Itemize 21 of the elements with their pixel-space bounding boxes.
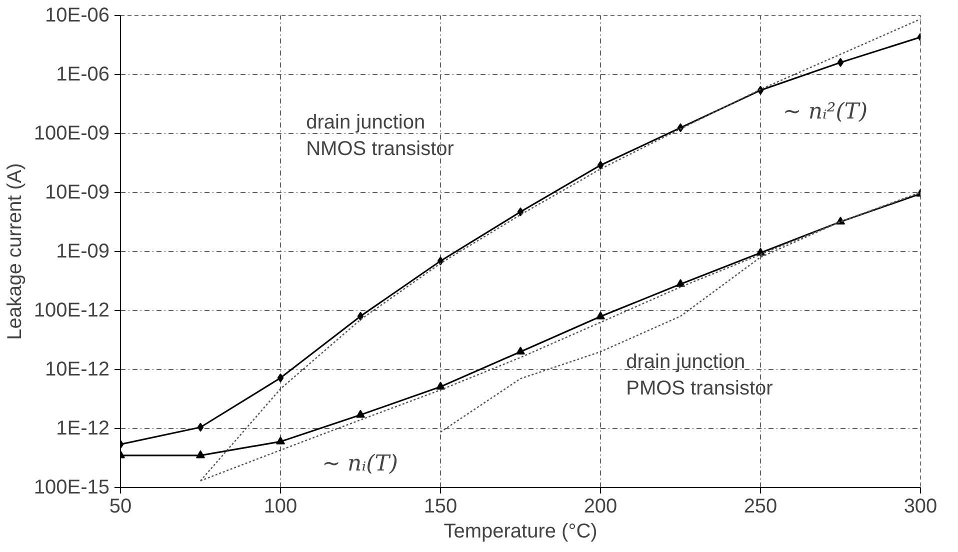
annotation: ~ nᵢ(T) — [322, 451, 398, 476]
y-tick-label: 100E-15 — [34, 476, 110, 498]
y-tick-label: 10E-09 — [45, 182, 110, 204]
y-tick-label: 1E-09 — [56, 240, 110, 262]
annotation: drain junction NMOS transistor — [306, 112, 454, 160]
y-tick-label: 100E-09 — [34, 122, 110, 144]
x-tick-label: 50 — [109, 496, 132, 518]
x-tick-label: 100 — [264, 496, 298, 518]
x-tick-label: 150 — [424, 496, 458, 518]
x-tick-label: 200 — [584, 496, 618, 518]
x-tick-label: 300 — [904, 496, 938, 518]
x-tick-label: 250 — [744, 496, 778, 518]
y-tick-label: 1E-12 — [56, 418, 110, 440]
y-tick-label: 1E-06 — [56, 64, 110, 86]
y-tick-label: 100E-12 — [34, 300, 110, 322]
y-axis-title: Leakage current (A) — [4, 163, 26, 340]
annotation: drain junction PMOS transistor — [626, 350, 774, 400]
annotation: ~ nᵢ²(T) — [782, 99, 868, 124]
x-axis-title: Temperature (°C) — [444, 520, 598, 542]
y-tick-label: 10E-06 — [45, 4, 110, 26]
y-tick-label: 10E-12 — [45, 358, 110, 380]
